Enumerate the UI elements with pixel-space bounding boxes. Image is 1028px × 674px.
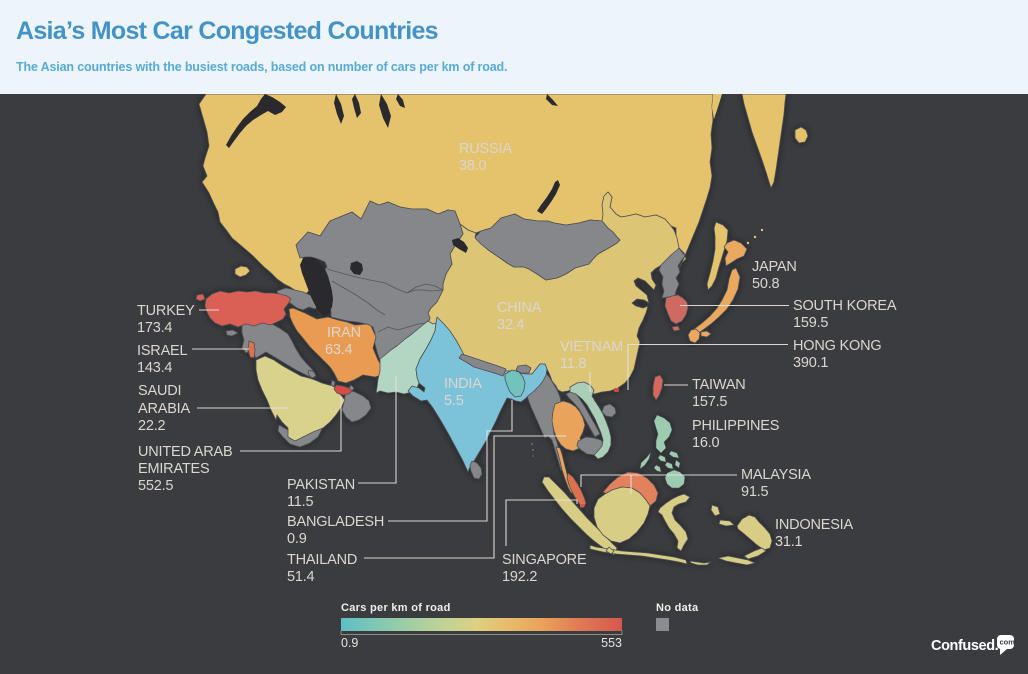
svg-text:SOUTH KOREA: SOUTH KOREA: [793, 298, 897, 314]
svg-text:No data: No data: [656, 602, 699, 614]
svg-text:16.0: 16.0: [692, 435, 720, 451]
svg-text:TAIWAN: TAIWAN: [692, 377, 746, 393]
svg-text:0.9: 0.9: [287, 531, 307, 547]
svg-text:192.2: 192.2: [502, 569, 537, 585]
svg-text:JAPAN: JAPAN: [752, 259, 797, 275]
svg-text:INDONESIA: INDONESIA: [775, 517, 853, 533]
svg-text:Confused.: Confused.: [931, 638, 999, 654]
svg-text:0.9: 0.9: [341, 636, 358, 650]
svg-text:173.4: 173.4: [137, 320, 172, 336]
svg-text:ARABIA: ARABIA: [138, 401, 191, 417]
svg-text:ISRAEL: ISRAEL: [137, 343, 188, 359]
svg-text:11.5: 11.5: [287, 494, 313, 510]
svg-text:5.5: 5.5: [444, 393, 464, 409]
svg-text:51.4: 51.4: [287, 569, 315, 585]
svg-text:50.8: 50.8: [752, 276, 780, 292]
svg-text:HONG KONG: HONG KONG: [793, 338, 881, 354]
svg-text:143.4: 143.4: [137, 360, 172, 376]
svg-text:159.5: 159.5: [793, 315, 828, 331]
svg-text:31.1: 31.1: [775, 534, 803, 550]
svg-text:390.1: 390.1: [793, 355, 828, 371]
svg-text:22.2: 22.2: [138, 418, 166, 434]
svg-text:Cars per km of road: Cars per km of road: [341, 602, 451, 614]
svg-text:MALAYSIA: MALAYSIA: [741, 467, 811, 483]
svg-text:TURKEY: TURKEY: [137, 303, 195, 319]
svg-text:THAILAND: THAILAND: [287, 552, 357, 568]
svg-text:157.5: 157.5: [692, 394, 727, 410]
svg-text:VIETNAM: VIETNAM: [560, 339, 623, 355]
svg-text:553: 553: [601, 636, 622, 650]
svg-text:91.5: 91.5: [741, 484, 769, 500]
svg-text:EMIRATES: EMIRATES: [138, 461, 209, 477]
svg-text:PAKISTAN: PAKISTAN: [287, 477, 355, 493]
svg-text:SINGAPORE: SINGAPORE: [502, 552, 587, 568]
svg-text:INDIA: INDIA: [444, 376, 482, 392]
svg-text:PHILIPPINES: PHILIPPINES: [692, 418, 779, 434]
svg-text:552.5: 552.5: [138, 478, 173, 494]
svg-text:BANGLADESH: BANGLADESH: [287, 514, 384, 530]
svg-text:SAUDI: SAUDI: [138, 383, 181, 399]
svg-text:UNITED ARAB: UNITED ARAB: [138, 444, 233, 460]
svg-text:38.0: 38.0: [459, 158, 487, 174]
svg-text:CHINA: CHINA: [497, 300, 542, 316]
svg-text:11.8: 11.8: [560, 356, 586, 372]
svg-text:32.4: 32.4: [497, 317, 525, 333]
svg-text:RUSSIA: RUSSIA: [459, 141, 512, 157]
svg-text:63.4: 63.4: [325, 342, 353, 358]
svg-text:com: com: [1000, 638, 1016, 647]
svg-text:IRAN: IRAN: [327, 325, 361, 341]
